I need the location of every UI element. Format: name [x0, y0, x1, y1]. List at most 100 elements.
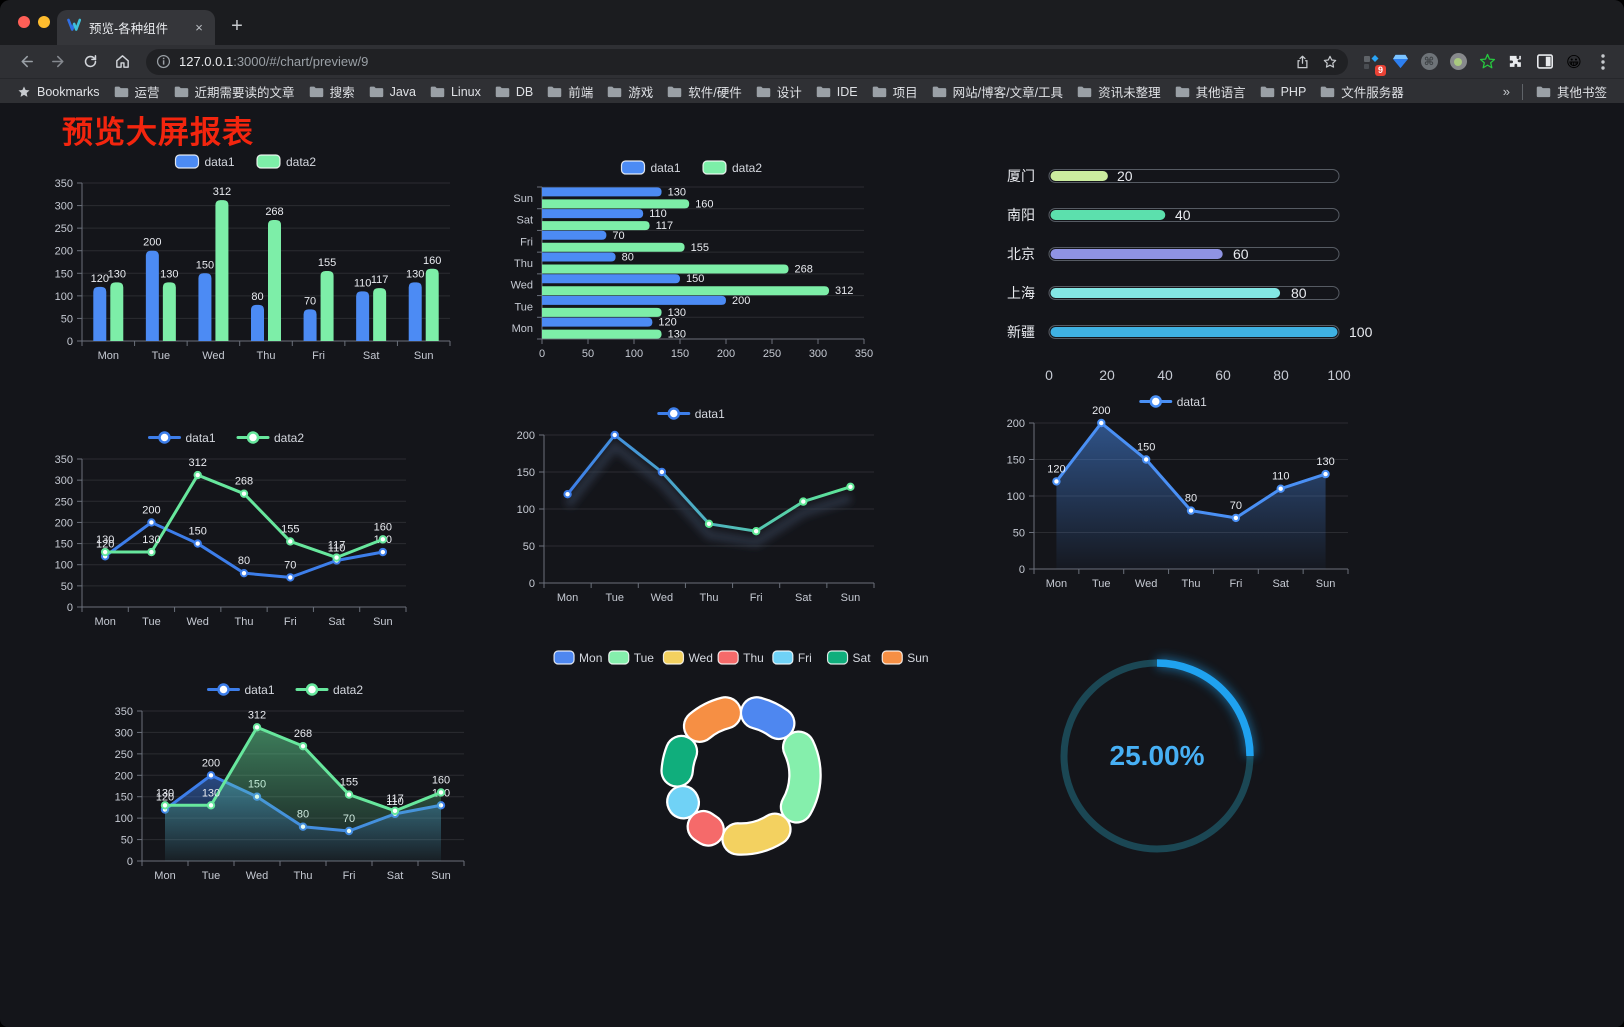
svg-text:117: 117 — [328, 540, 346, 552]
browser-tab[interactable]: 预览-各种组件 × — [57, 10, 215, 45]
progress-bar-chart[interactable]: 厦门 20 南阳 40 北京 60 上海 80 新疆 100 0 20 40 60 80 100 — [993, 158, 1373, 390]
bookmark-folder[interactable]: 搜索 — [302, 82, 362, 102]
bar-chart[interactable]: data1 data2 0 50 100 150 200 250 300 350 Mon Tue Wed… — [36, 147, 460, 371]
extension-tabs-icon[interactable]: 9 — [1360, 51, 1386, 76]
bookmark-folder[interactable]: DB — [488, 82, 540, 102]
minimize-window-button[interactable] — [38, 16, 50, 28]
svg-text:data2: data2 — [333, 683, 363, 697]
bookmarks-label: Bookmarks — [37, 84, 100, 99]
emoji-extension-icon[interactable]: 😀 — [1566, 53, 1582, 71]
bookmark-label: Linux — [450, 84, 481, 99]
bookmarks-manager[interactable]: Bookmarks — [10, 82, 107, 102]
folder-icon — [932, 86, 946, 98]
svg-text:160: 160 — [695, 198, 713, 210]
svg-text:Sun: Sun — [841, 592, 861, 604]
bookmark-folder[interactable]: 运营 — [107, 82, 167, 102]
gradient-line-chart[interactable]: data1 0 50 100 150 200 Mon Tue Wed Thu Fri Sat Sun — [500, 401, 888, 613]
svg-text:100: 100 — [115, 813, 133, 825]
bookmark-folder[interactable]: 软件/硬件 — [660, 82, 748, 102]
svg-text:130: 130 — [142, 534, 160, 546]
bookmark-folder[interactable]: 近期需要读的文章 — [167, 82, 302, 102]
bookmark-folder[interactable]: 设计 — [749, 82, 809, 102]
side-panel-icon[interactable] — [1534, 51, 1556, 73]
back-icon[interactable] — [13, 49, 39, 75]
svg-text:Mon: Mon — [94, 616, 115, 628]
svg-text:150: 150 — [196, 259, 214, 271]
extensions-puzzle-icon[interactable] — [1505, 51, 1527, 73]
svg-text:Wed: Wed — [187, 616, 209, 628]
folder-icon — [548, 86, 562, 98]
bookmark-star-icon[interactable] — [1322, 54, 1338, 70]
extension-dot-icon[interactable] — [1447, 51, 1469, 73]
svg-text:0: 0 — [1019, 564, 1025, 576]
bookmark-label: 游戏 — [628, 86, 654, 100]
svg-text:70: 70 — [304, 295, 316, 307]
extension-command-icon[interactable]: ⌘ — [1418, 51, 1440, 73]
svg-text:130: 130 — [1316, 456, 1334, 468]
svg-text:Sat: Sat — [363, 350, 380, 362]
svg-text:130: 130 — [668, 329, 686, 341]
svg-text:Fri: Fri — [312, 350, 325, 362]
reload-icon[interactable] — [77, 49, 103, 75]
svg-text:80: 80 — [251, 291, 263, 303]
menu-dots-icon[interactable] — [1592, 51, 1614, 73]
bookmark-label: 网站/博客/文章/工具 — [952, 86, 1064, 100]
close-window-button[interactable] — [18, 16, 30, 28]
svg-text:data1: data1 — [205, 155, 235, 169]
donut-pie-chart[interactable]: Mon Tue Wed Thu Fri Sat Sun — [543, 643, 939, 893]
bookmark-label: 软件/硬件 — [688, 86, 742, 100]
svg-text:Sun: Sun — [513, 193, 533, 205]
svg-text:110: 110 — [328, 542, 346, 554]
svg-text:300: 300 — [55, 475, 73, 487]
folder-icon — [309, 86, 323, 98]
svg-text:Wed: Wed — [246, 870, 268, 882]
svg-text:Wed: Wed — [511, 280, 533, 292]
bookmark-folder[interactable]: Linux — [423, 82, 488, 102]
new-tab-button[interactable]: + — [231, 15, 243, 37]
svg-text:100: 100 — [625, 348, 643, 360]
bookmark-folder[interactable]: 项目 — [865, 82, 925, 102]
svg-text:110: 110 — [354, 277, 372, 289]
svg-text:130: 130 — [160, 268, 178, 280]
url-bar[interactable]: 127.0.0.1:3000/#/chart/preview/9 — [146, 48, 1348, 75]
svg-text:50: 50 — [582, 348, 594, 360]
svg-text:268: 268 — [235, 476, 253, 488]
bookmark-folder[interactable]: IDE — [809, 82, 865, 102]
svg-text:200: 200 — [55, 246, 73, 258]
bookmark-folder[interactable]: 文件服务器 — [1313, 82, 1411, 102]
bookmark-folder[interactable]: Java — [362, 82, 423, 102]
svg-text:Thu: Thu — [257, 350, 276, 362]
bookmark-folder[interactable]: 资讯未整理 — [1070, 82, 1168, 102]
svg-text:data2: data2 — [732, 161, 762, 175]
svg-text:Tue: Tue — [152, 350, 171, 362]
svg-text:150: 150 — [1137, 442, 1155, 454]
svg-text:150: 150 — [686, 273, 704, 285]
progress-gauge[interactable]: 25.00% — [1048, 648, 1266, 870]
svg-text:300: 300 — [55, 201, 73, 213]
share-icon[interactable] — [1295, 54, 1310, 70]
other-bookmarks-folder[interactable]: 其他书签 — [1529, 82, 1614, 102]
folder-icon — [430, 86, 445, 98]
dual-area-line-chart[interactable]: data1 data2 0 50 100 150 200 250 300 350 Mon Tue Wed… — [98, 677, 478, 891]
svg-text:117: 117 — [386, 793, 404, 805]
tab-close-icon[interactable]: × — [195, 19, 203, 35]
bookmark-folder[interactable]: PHP — [1253, 82, 1314, 102]
bookmark-folder[interactable]: 游戏 — [600, 82, 660, 102]
svg-text:160: 160 — [374, 521, 392, 533]
dual-line-chart[interactable]: data1 data2 0 50 100 150 200 250 300 350 Mon Tue Wed… — [38, 425, 420, 637]
svg-text:0: 0 — [67, 336, 73, 348]
extension-star-icon[interactable] — [1476, 51, 1498, 73]
extension-gem-icon[interactable] — [1389, 51, 1411, 73]
svg-text:Tue: Tue — [1092, 578, 1111, 590]
bookmarks-overflow-chevron[interactable]: » — [1502, 84, 1510, 99]
horizontal-bar-chart[interactable]: data1 data2 0 50 100 150 200 250 300 350 Mon Tue Wed… — [498, 153, 890, 371]
area-line-chart[interactable]: data1 0 50 100 150 200 Mon Tue Wed Thu Fri Sat Sun 12… — [990, 389, 1362, 599]
home-icon[interactable] — [109, 49, 135, 75]
bookmark-folder[interactable]: 前端 — [540, 82, 600, 102]
bookmark-folder[interactable]: 其他语言 — [1168, 82, 1253, 102]
bookmark-folder[interactable]: 网站/博客/文章/工具 — [925, 82, 1070, 102]
forward-icon[interactable] — [45, 49, 71, 75]
site-info-icon[interactable] — [156, 54, 171, 69]
svg-text:155: 155 — [318, 257, 336, 269]
svg-text:130: 130 — [202, 787, 220, 799]
